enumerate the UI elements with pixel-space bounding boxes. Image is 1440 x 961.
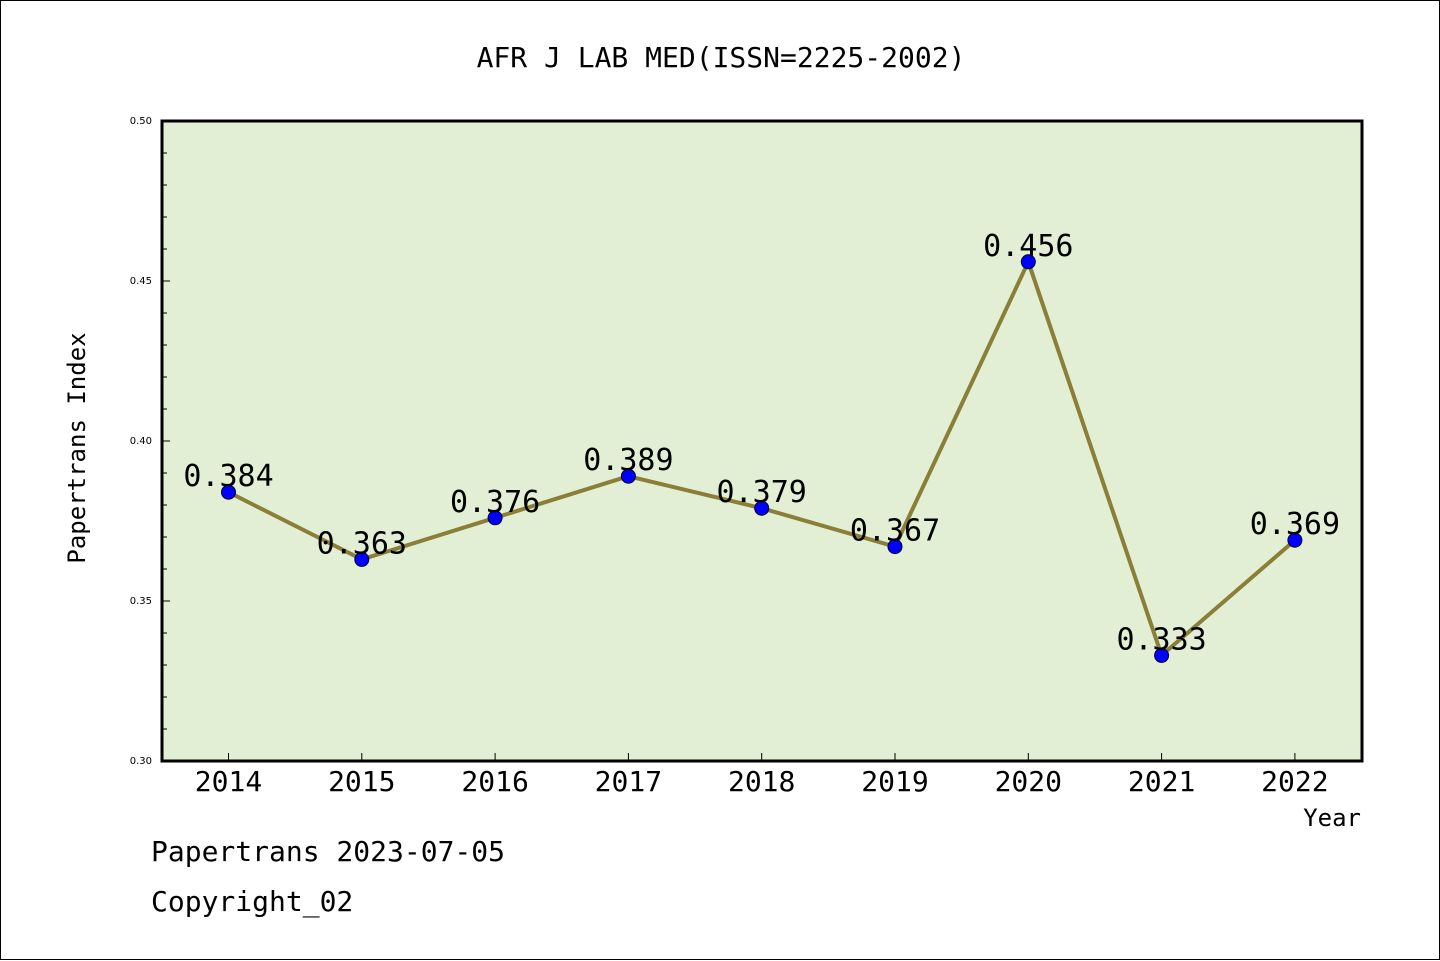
x-tick-label: 2021 [1128,765,1195,798]
data-point [887,539,903,555]
x-tick-label: 2020 [995,765,1062,798]
plot-area [160,119,1364,763]
axis-ticks: 0.30 0.35 0.40 0.45 0.50 2014 2015 2016 2017 2018… [130,116,1329,798]
x-tick-label: 2017 [595,765,662,798]
data-label: 0.367 [850,514,940,549]
data-label: 0.376 [450,485,540,520]
x-tick-label: 2018 [728,765,795,798]
x-tick-label: 2022 [1261,765,1328,798]
x-tick-label: 2019 [861,765,928,798]
y-axis-label: Papertrans Index [63,332,91,563]
y-tick-label: 0.50 [130,116,152,127]
data-point [221,484,236,500]
data-labels: 0.384 0.363 0.376 0.389 0.379 0.367 0.456 0.333… [183,229,1340,658]
data-point [487,510,503,526]
chart-title: AFR J LAB MED(ISSN=2225-2002) [477,41,966,74]
footer-date: Papertrans 2023-07-05 [151,835,506,868]
y-tick-label: 0.35 [130,596,152,607]
data-label: 0.389 [583,443,673,478]
x-tick-label: 2016 [461,765,528,798]
y-tick-label: 0.30 [130,756,152,767]
data-point [354,551,370,567]
data-label: 0.363 [317,526,407,561]
data-point [1287,532,1303,548]
x-tick-label: 2015 [328,765,395,798]
data-point [1020,254,1036,270]
data-label: 0.384 [183,459,273,494]
y-tick-label: 0.40 [130,436,152,447]
data-series [221,254,1303,663]
footer-copyright: Copyright_02 [151,885,354,918]
data-label: 0.333 [1116,622,1206,657]
x-axis-label: Year [1303,804,1361,832]
data-label: 0.379 [717,475,807,510]
data-label: 0.456 [983,229,1073,264]
x-tick-label: 2014 [195,765,262,798]
data-point [620,468,636,484]
y-tick-label: 0.45 [130,276,152,287]
data-label: 0.369 [1250,507,1340,542]
data-point [754,500,770,516]
data-point [1154,647,1170,663]
